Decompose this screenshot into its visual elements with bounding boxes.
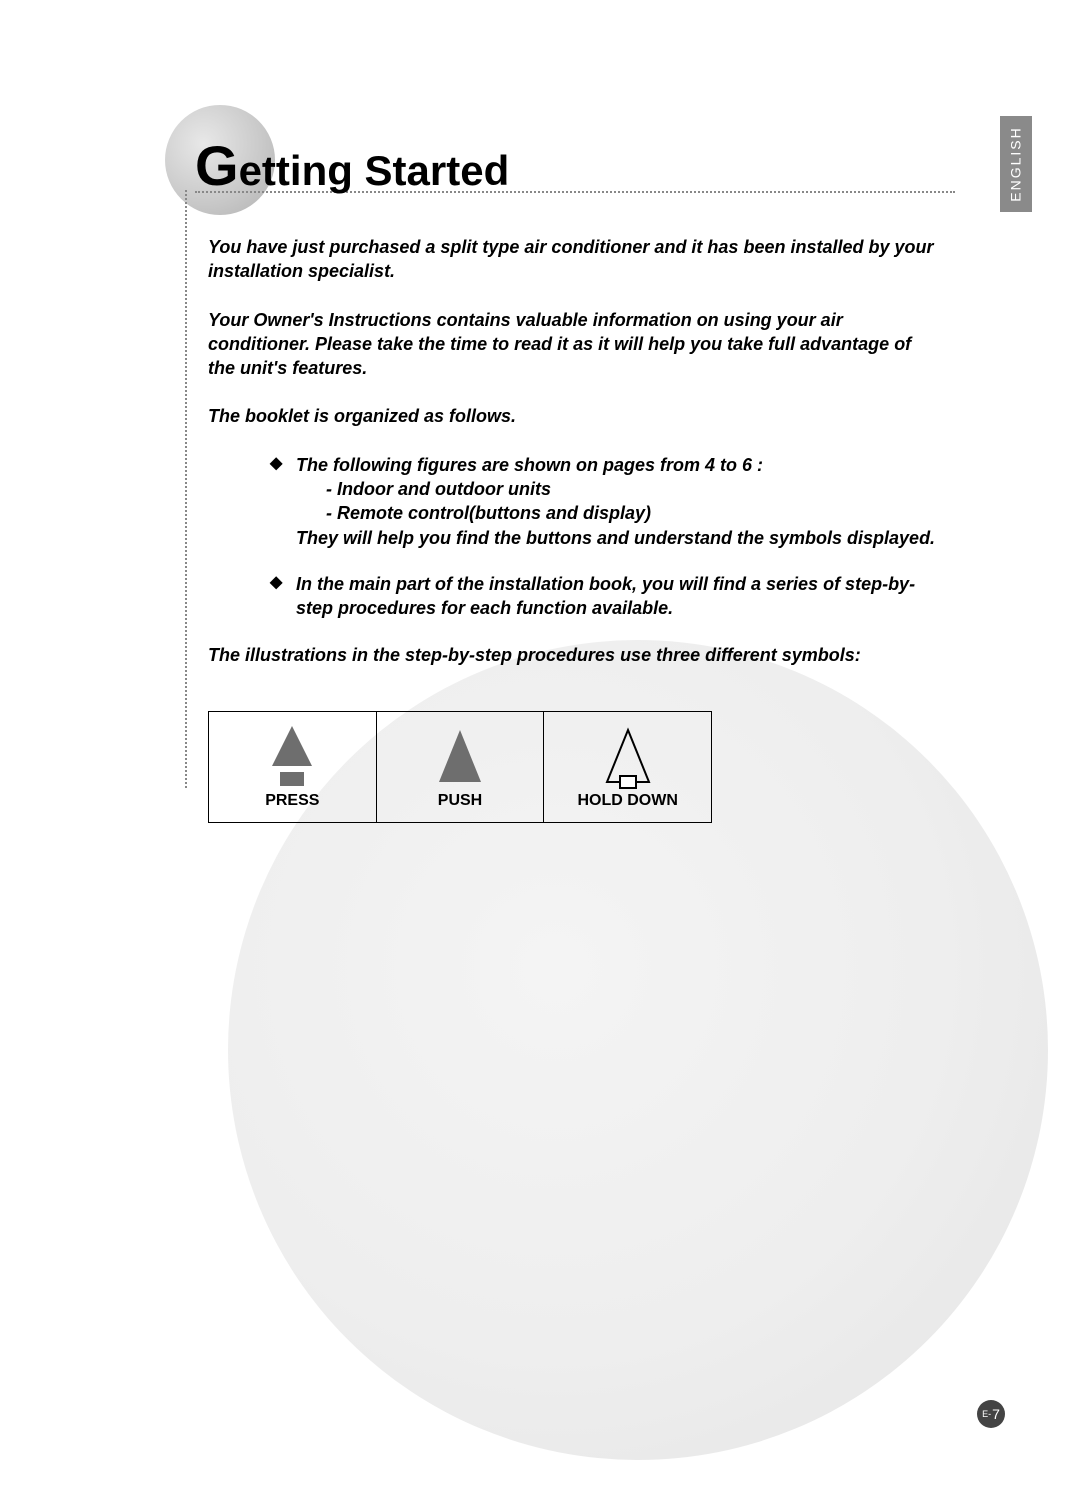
closing-paragraph: The illustrations in the step-by-step pr… <box>208 643 936 667</box>
page-header: Getting Started <box>155 115 935 195</box>
language-tab-label: ENGLISH <box>1008 126 1024 201</box>
language-tab: ENGLISH <box>1000 116 1032 212</box>
push-label: PUSH <box>385 792 536 810</box>
bullet-1-line1: The following figures are shown on pages… <box>296 453 936 477</box>
hold-down-icon <box>552 726 703 792</box>
bullet-1-sublist: Indoor and outdoor units Remote control(… <box>326 477 936 526</box>
symbol-table: PRESS PUSH HOLD DOWN <box>208 711 712 823</box>
page-number: 7 <box>992 1406 1000 1422</box>
push-cell: PUSH <box>376 711 544 822</box>
intro-p2: Your Owner's Instructions contains valua… <box>208 308 936 381</box>
dotted-vertical-rule <box>185 190 187 788</box>
intro-p3: The booklet is organized as follows. <box>208 404 936 428</box>
hold-label: HOLD DOWN <box>552 792 703 810</box>
push-icon <box>385 726 536 792</box>
bullet-1-sub2: Remote control(buttons and display) <box>326 501 936 525</box>
bullet-1-sub1: Indoor and outdoor units <box>326 477 936 501</box>
page-number-badge: E-7 <box>977 1400 1005 1428</box>
press-icon <box>217 726 368 792</box>
press-cell: PRESS <box>209 711 377 822</box>
bullet-2-text: In the main part of the installation boo… <box>296 574 915 618</box>
page-title: Getting Started <box>195 133 509 198</box>
bullet-list: The following figures are shown on pages… <box>296 453 936 621</box>
hold-cell: HOLD DOWN <box>544 711 712 822</box>
page-number-prefix: E- <box>982 1409 991 1419</box>
press-label: PRESS <box>217 792 368 810</box>
intro-paragraphs: You have just purchased a split type air… <box>208 235 936 429</box>
content-area: You have just purchased a split type air… <box>208 235 936 823</box>
title-rest: etting Started <box>239 147 510 194</box>
intro-p1: You have just purchased a split type air… <box>208 235 936 284</box>
title-initial: G <box>195 134 239 197</box>
bullet-2: In the main part of the installation boo… <box>296 572 936 621</box>
bullet-1: The following figures are shown on pages… <box>296 453 936 550</box>
bullet-1-line2: They will help you find the buttons and … <box>296 526 936 550</box>
